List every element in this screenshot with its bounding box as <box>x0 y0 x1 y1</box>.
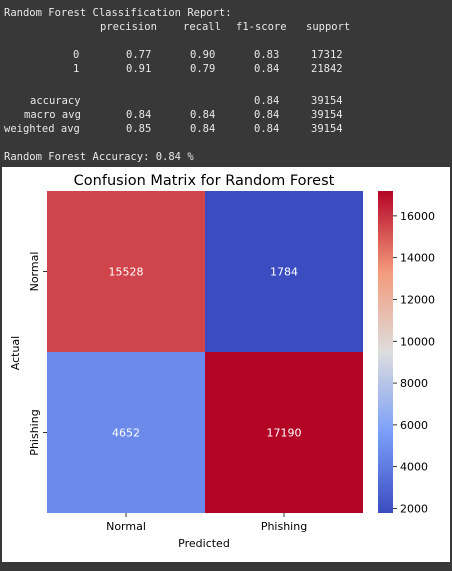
cell-value-label: 1784 <box>270 266 298 279</box>
cell-value-label: 4652 <box>112 427 140 440</box>
precision-value: 0.77 <box>126 49 152 61</box>
colorbar-tick-label: 8000 <box>400 377 428 390</box>
confusion-matrix-figure: Confusion Matrix for Random Forest 15528… <box>2 167 450 562</box>
precision-value: 0.84 <box>126 109 152 121</box>
x-axis-label: Predicted <box>178 537 230 550</box>
colorbar <box>378 191 393 513</box>
support-value: 21842 <box>311 63 343 75</box>
cell-value-label: 17190 <box>267 427 302 440</box>
x-axis-ticks: Normal Phishing <box>106 513 307 533</box>
row-label: accuracy <box>30 95 81 107</box>
colorbar-ticks: 2000 4000 6000 8000 10000 12000 14000 16000 <box>393 210 435 515</box>
recall-value: 0.84 <box>190 123 216 135</box>
f1-value: 0.84 <box>254 123 280 135</box>
row-label: 1 <box>73 63 80 75</box>
heatmap-cell <box>47 352 205 513</box>
row-label: 0 <box>73 49 80 61</box>
recall-value: 0.79 <box>190 63 216 75</box>
f1-value: 0.84 <box>254 63 280 75</box>
heatmap-cell <box>205 352 363 513</box>
f1-value: 0.84 <box>254 95 280 107</box>
precision-value: 0.85 <box>126 123 152 135</box>
colorbar-tick-label: 6000 <box>400 419 428 432</box>
colorbar-tick-label: 12000 <box>400 293 435 306</box>
cell-value-label: 15528 <box>109 266 144 279</box>
report-title: Random Forest Classification Report: <box>4 7 232 19</box>
header-f1-score: f1-score <box>236 21 287 33</box>
f1-value: 0.83 <box>254 49 280 61</box>
row-label: weighted avg <box>4 123 80 135</box>
colorbar-tick-label: 10000 <box>400 335 435 348</box>
header-recall: recall <box>183 21 221 33</box>
support-value: 39154 <box>311 95 343 107</box>
precision-value: 0.91 <box>126 63 152 75</box>
x-tick-label: Normal <box>106 520 146 533</box>
recall-value: 0.90 <box>190 49 216 61</box>
colorbar-tick-label: 4000 <box>400 461 428 474</box>
colorbar-tick-label: 16000 <box>400 210 435 223</box>
support-value: 39154 <box>311 123 343 135</box>
x-tick-label: Phishing <box>261 520 307 533</box>
recall-value: 0.84 <box>190 109 216 121</box>
colorbar-tick-label: 14000 <box>400 252 435 265</box>
y-tick-label: Normal <box>28 252 41 292</box>
confusion-matrix-chart: Confusion Matrix for Random Forest 15528… <box>9 173 435 550</box>
y-tick-label: Phishing <box>28 409 41 455</box>
f1-value: 0.84 <box>254 109 280 121</box>
heatmap-cell <box>47 191 205 352</box>
support-value: 39154 <box>311 109 343 121</box>
header-support: support <box>306 21 351 33</box>
heatmap-cell <box>205 191 363 352</box>
accuracy-line: Random Forest Accuracy: 0.84 % <box>4 151 194 163</box>
row-label: macro avg <box>24 109 81 121</box>
colorbar-tick-label: 2000 <box>400 502 428 515</box>
chart-title: Confusion Matrix for Random Forest <box>74 173 335 189</box>
heatmap-cells: 15528 1784 4652 17190 <box>47 191 363 513</box>
header-precision: precision <box>100 21 157 33</box>
y-axis-ticks: Normal Phishing <box>28 252 47 456</box>
y-axis-label: Actual <box>9 336 22 370</box>
classification-report: Random Forest Classification Report: pre… <box>0 0 452 165</box>
support-value: 17312 <box>311 49 343 61</box>
